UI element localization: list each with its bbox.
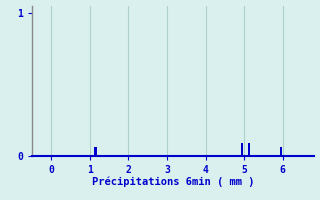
- Bar: [94, 147, 97, 156]
- Bar: [241, 143, 244, 156]
- Bar: [248, 143, 250, 156]
- Bar: [280, 147, 282, 156]
- X-axis label: Précipitations 6min ( mm ): Précipitations 6min ( mm ): [92, 176, 254, 187]
